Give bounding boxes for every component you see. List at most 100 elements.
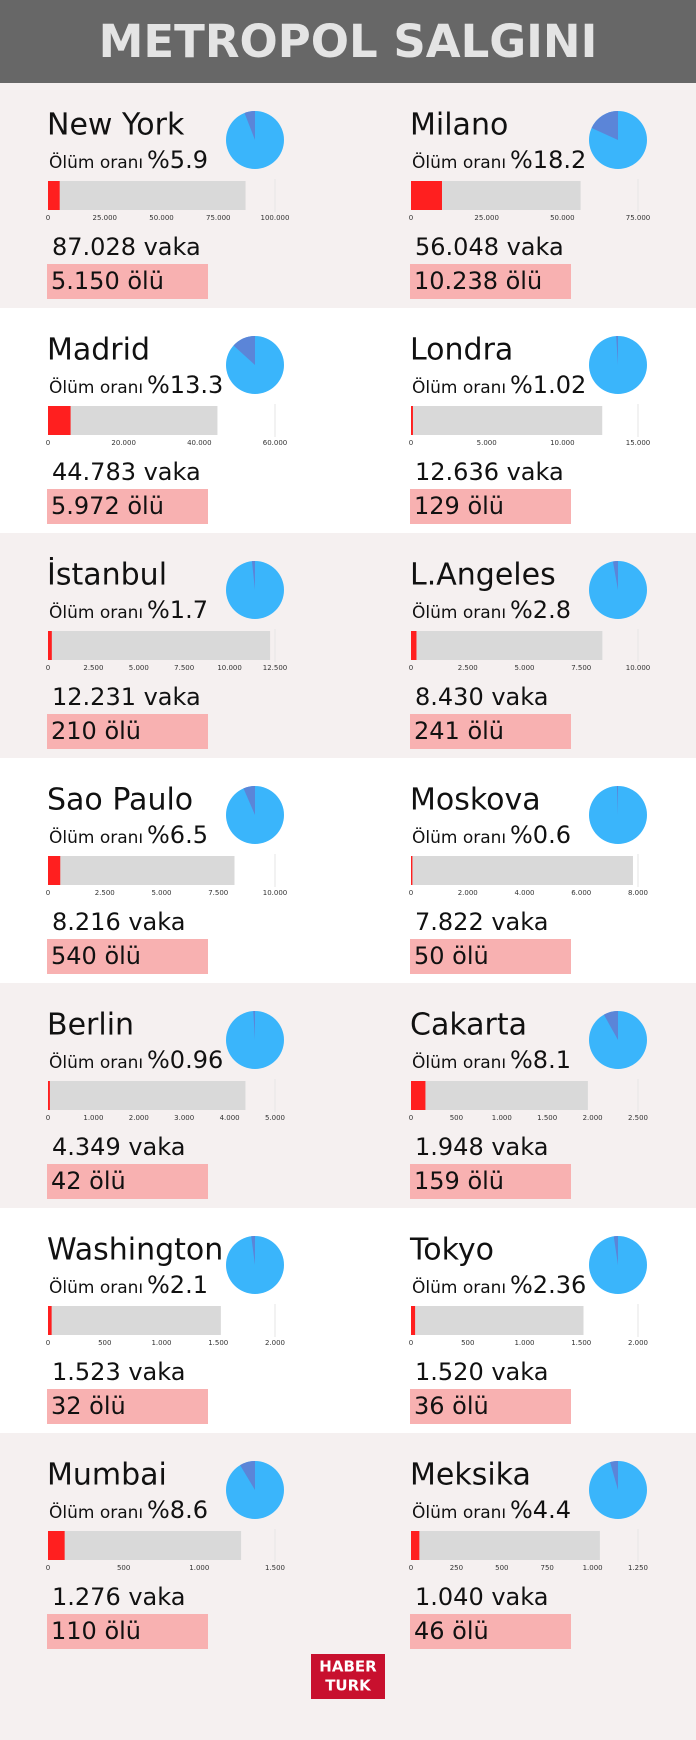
death-bar <box>411 1531 420 1560</box>
death-box <box>47 489 208 524</box>
death-bar <box>48 406 71 435</box>
case-count: 87.028 vaka <box>52 233 201 261</box>
x-tick-label: 0 <box>409 1339 413 1347</box>
rate-value: %4.4 <box>510 1496 571 1524</box>
x-tick-label: 4.000 <box>514 889 534 897</box>
city-panel: İstanbul Ölüm oranı %1.7 0 2.500 5.000 7.500 10… <box>46 557 287 749</box>
death-count: 129 ölü <box>414 492 504 520</box>
x-tick-label: 1.000 <box>514 1339 534 1347</box>
death-box <box>410 1614 571 1649</box>
x-tick-label: 500 <box>450 1114 463 1122</box>
pie-slice <box>251 561 255 590</box>
city-name: Washington <box>47 1233 223 1268</box>
death-box <box>47 1389 208 1424</box>
city-name: Madrid <box>47 333 150 368</box>
rate-label: Ölüm oranı <box>412 601 506 623</box>
rate-label: Ölüm oranı <box>412 376 506 398</box>
death-bar <box>48 1081 50 1110</box>
x-tick-label: 0 <box>46 1339 50 1347</box>
death-count: 10.238 ölü <box>414 267 542 295</box>
rate-label: Ölüm oranı <box>49 1051 143 1073</box>
case-bar <box>48 406 218 435</box>
rate-label: Ölüm oranı <box>412 151 506 173</box>
case-count: 1.520 vaka <box>415 1358 548 1386</box>
death-bar <box>411 856 413 885</box>
rate-value: %0.96 <box>147 1046 223 1074</box>
pie-slice <box>253 1011 255 1040</box>
rate-value: %6.5 <box>147 821 208 849</box>
x-tick-label: 5.000 <box>514 664 534 672</box>
city-panel: Meksika Ölüm oranı %4.4 0 250 500 750 1.000 1.25… <box>409 1458 648 1649</box>
city-name: Berlin <box>47 1008 134 1043</box>
x-tick-label: 75.000 <box>626 214 651 222</box>
header-bar <box>0 0 696 83</box>
city-panel: Londra Ölüm oranı %1.02 0 5.000 10.000 15.000 1… <box>409 333 651 524</box>
rate-value: %8.6 <box>147 1496 208 1524</box>
x-tick-label: 0 <box>409 664 413 672</box>
city-panel: Moskova Ölüm oranı %0.6 0 2.000 4.000 6.000 8.0… <box>409 783 648 974</box>
x-tick-label: 2.000 <box>265 1339 285 1347</box>
city-name: Londra <box>410 333 513 368</box>
x-tick-label: 500 <box>117 1564 130 1572</box>
x-tick-label: 5.000 <box>477 439 497 447</box>
death-box <box>410 714 571 749</box>
death-box <box>47 1164 208 1199</box>
death-bar <box>48 1531 65 1560</box>
x-tick-label: 10.000 <box>626 664 651 672</box>
case-count: 1.948 vaka <box>415 1133 548 1161</box>
x-tick-label: 10.000 <box>217 664 242 672</box>
x-tick-label: 500 <box>495 1564 508 1572</box>
x-tick-label: 15.000 <box>626 439 651 447</box>
case-bar <box>48 1081 246 1110</box>
pie-slice <box>240 1461 255 1490</box>
death-bar <box>411 181 442 210</box>
city-panel: Berlin Ölüm oranı %0.96 0 1.000 2.000 3.000 4.0… <box>46 1008 285 1199</box>
city-panel: Milano Ölüm oranı %18.2 0 25.000 50.000 75.000… <box>409 108 651 299</box>
x-tick-label: 1.000 <box>189 1564 209 1572</box>
death-box <box>410 264 571 299</box>
x-tick-label: 50.000 <box>149 214 174 222</box>
x-tick-label: 25.000 <box>474 214 499 222</box>
x-tick-label: 2.500 <box>95 889 115 897</box>
x-tick-label: 250 <box>450 1564 463 1572</box>
pie-slice <box>612 561 618 590</box>
rate-value: %1.02 <box>510 371 586 399</box>
death-box <box>47 1614 208 1649</box>
city-panel: Washington Ölüm oranı %2.1 0 500 1.000 1.500 2.… <box>46 1233 285 1424</box>
death-box <box>410 489 571 524</box>
case-count: 44.783 vaka <box>52 458 201 486</box>
x-tick-label: 2.000 <box>628 1339 648 1347</box>
pie-slice <box>616 786 618 815</box>
rate-label: Ölüm oranı <box>49 1501 143 1523</box>
x-tick-label: 750 <box>541 1564 554 1572</box>
pie-slice <box>243 786 255 815</box>
x-tick-label: 7.500 <box>208 889 228 897</box>
death-count: 42 ölü <box>51 1167 126 1195</box>
x-tick-label: 10.000 <box>550 439 575 447</box>
x-tick-label: 2.500 <box>628 1114 648 1122</box>
x-tick-label: 1.000 <box>492 1114 512 1122</box>
rate-value: %13.3 <box>147 371 223 399</box>
city-panel: Cakarta Ölüm oranı %8.1 0 500 1.000 1.500 2.000… <box>409 1008 648 1199</box>
pie-slice <box>251 1236 255 1265</box>
rate-label: Ölüm oranı <box>49 601 143 623</box>
death-count: 50 ölü <box>414 942 489 970</box>
case-bar <box>48 1306 221 1335</box>
pie-slice <box>233 336 255 365</box>
x-tick-label: 6.000 <box>571 889 591 897</box>
case-bar <box>411 1081 588 1110</box>
x-tick-label: 1.500 <box>537 1114 557 1122</box>
x-tick-label: 0 <box>409 439 413 447</box>
x-tick-label: 60.000 <box>263 439 288 447</box>
x-tick-label: 2.000 <box>583 1114 603 1122</box>
death-bar <box>411 631 417 660</box>
case-bar <box>411 1306 584 1335</box>
city-name: Cakarta <box>410 1008 527 1043</box>
case-count: 1.040 vaka <box>415 1583 548 1611</box>
logo-box <box>311 1654 385 1699</box>
x-tick-label: 0 <box>409 214 413 222</box>
x-tick-label: 5.000 <box>265 1114 285 1122</box>
death-box <box>410 1164 571 1199</box>
case-bar <box>411 856 633 885</box>
